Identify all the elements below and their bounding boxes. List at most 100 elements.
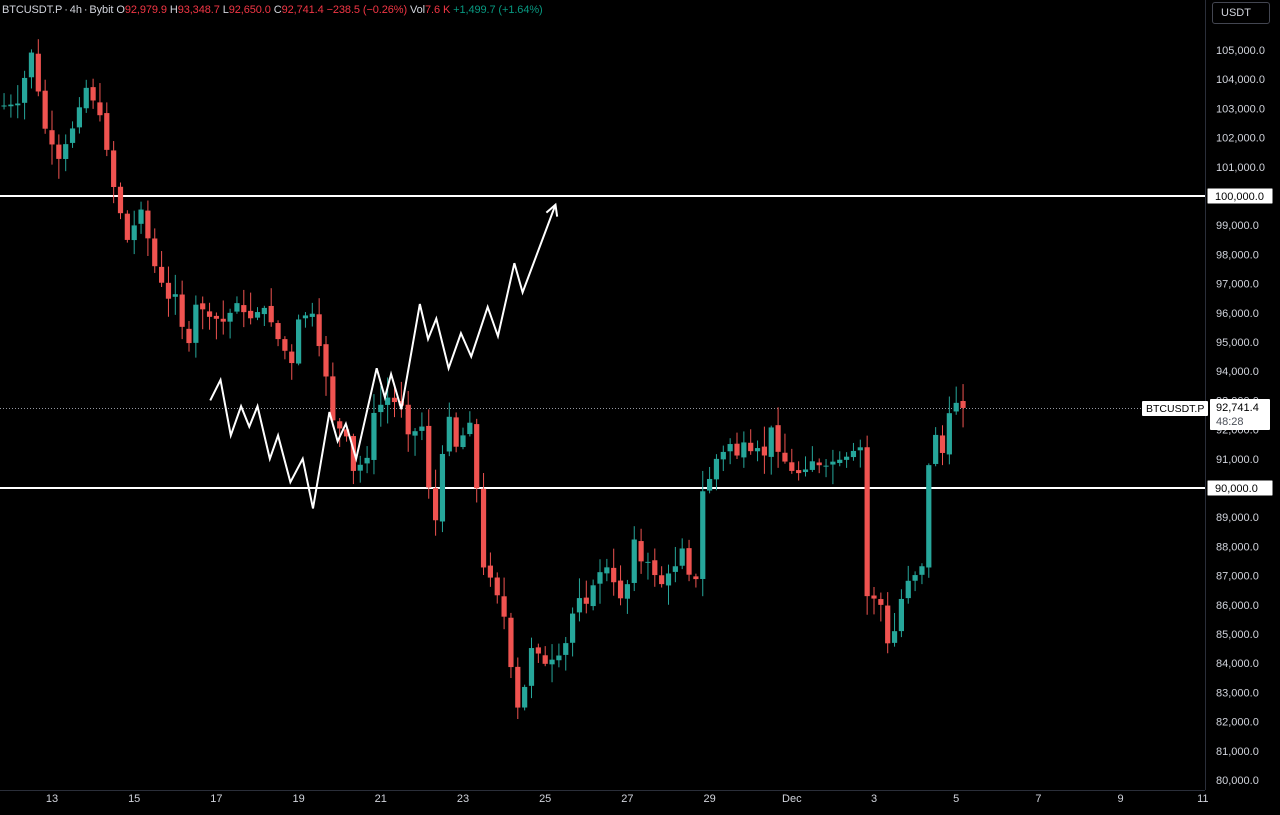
candle-body <box>939 435 946 453</box>
candle <box>919 563 925 585</box>
candle <box>186 320 192 352</box>
candle-body <box>131 225 137 241</box>
time-axis[interactable]: 13 15 17 19 21 23 25 27 29 Dec 3 5 7 9 11 <box>0 790 1209 806</box>
candle-body <box>1 105 7 107</box>
y-tick-label: 87,000.0 <box>1216 571 1259 583</box>
candles <box>1 39 966 719</box>
candle-body <box>200 303 206 310</box>
level-price-text: 90,000.0 <box>1215 483 1258 495</box>
candle <box>49 110 55 165</box>
x-tick-label: 29 <box>703 793 715 805</box>
candle <box>775 407 781 468</box>
candle <box>939 425 946 466</box>
candle-body <box>8 104 14 107</box>
candle <box>542 646 548 667</box>
candle <box>152 228 158 273</box>
y-tick-label: 89,000.0 <box>1216 512 1259 524</box>
legend-low-label: L <box>222 4 229 16</box>
y-tick-label: 85,000.0 <box>1216 629 1259 641</box>
candle <box>124 210 130 243</box>
candle <box>960 384 966 428</box>
candle-body <box>727 444 733 452</box>
candle-body <box>433 488 439 521</box>
price-axis[interactable]: 80,000.0 81,000.0 82,000.0 83,000.0 84,000.0… <box>1205 0 1265 790</box>
currency-button[interactable]: USDT <box>1212 2 1270 24</box>
candle <box>433 469 439 536</box>
candle-body <box>926 465 932 568</box>
candle-body <box>693 576 699 580</box>
candle-body <box>700 491 706 579</box>
candle <box>56 134 62 179</box>
candle-body <box>241 305 247 313</box>
candle-body <box>357 464 363 471</box>
candle <box>652 548 658 587</box>
candle-body <box>748 442 754 452</box>
y-tick-label: 80,000.0 <box>1216 775 1259 787</box>
candle <box>844 452 850 468</box>
candle <box>604 558 610 582</box>
candle-body <box>138 209 144 224</box>
candle <box>227 308 233 339</box>
candle <box>316 298 322 357</box>
projection-polyline[interactable] <box>209 204 557 509</box>
candle-body <box>645 561 651 563</box>
candle <box>111 141 117 204</box>
x-tick-label: 7 <box>1035 793 1041 805</box>
candle-body <box>323 344 329 377</box>
x-tick-label: 25 <box>539 793 551 805</box>
legend-interval[interactable]: 4h <box>69 4 82 16</box>
price-tag-bg <box>1210 398 1270 430</box>
x-tick-label: 5 <box>953 793 959 805</box>
candle <box>159 251 165 287</box>
candle-body <box>42 90 48 129</box>
candle <box>467 411 473 437</box>
symbol-tag-text: BTCUSDT.P <box>1146 403 1204 415</box>
candle-body <box>933 434 939 464</box>
candle <box>754 440 761 462</box>
candle-body <box>159 266 165 283</box>
candle <box>90 78 96 109</box>
candle-body <box>905 580 911 599</box>
candle-body <box>69 128 76 143</box>
candle <box>659 566 665 588</box>
candle-body <box>912 575 918 581</box>
candle <box>28 49 35 89</box>
symbol-tag-bg <box>1142 400 1208 416</box>
candle <box>309 302 315 327</box>
candle-body <box>563 643 569 655</box>
candle-body <box>426 425 432 488</box>
candle <box>734 432 740 460</box>
candle-body <box>837 459 843 463</box>
candle-body <box>35 53 41 92</box>
candle-body <box>850 450 857 458</box>
horizontal-levels[interactable] <box>0 195 1205 489</box>
candle <box>439 445 446 533</box>
candle-body <box>83 87 89 109</box>
candle-body <box>590 585 596 607</box>
y-tick-label: 104,000.0 <box>1216 74 1265 86</box>
candle-body <box>761 446 767 456</box>
candle-body <box>220 318 226 322</box>
y-tick-label: 105,000.0 <box>1216 45 1265 57</box>
y-tick-label: 102,000.0 <box>1216 133 1265 145</box>
projection-path[interactable] <box>209 202 559 509</box>
candle <box>583 580 589 614</box>
candle <box>707 466 713 494</box>
candle-body <box>49 130 55 145</box>
candle <box>22 70 28 120</box>
candle-body <box>624 584 630 599</box>
candle-body <box>898 598 904 632</box>
legend-open: 92,979.9 <box>124 4 167 16</box>
candle-body <box>193 304 199 343</box>
candle <box>802 456 809 477</box>
candle <box>535 643 541 663</box>
candle <box>165 266 172 317</box>
level-price-tag: 90,000.0 <box>1206 479 1274 497</box>
candle-body <box>796 470 802 474</box>
legend-symbol[interactable]: BTCUSDT.P <box>2 4 63 16</box>
legend-exchange: Bybit <box>89 4 114 16</box>
price-tags: 100,000.0 90,000.0 BTCUSDT.P 92,741.4 48:28 <box>1142 187 1274 497</box>
candle-body <box>659 575 665 585</box>
